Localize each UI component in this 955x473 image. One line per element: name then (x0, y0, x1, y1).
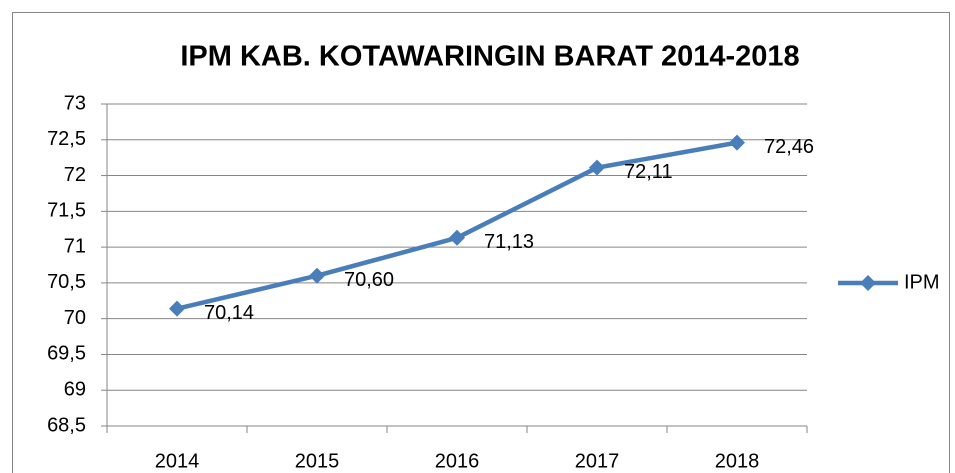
y-tick-label: 73 (64, 92, 86, 114)
chart-title: IPM KAB. KOTAWARINGIN BARAT 2014-2018 (180, 41, 799, 73)
y-tick-label: 71,5 (47, 200, 86, 222)
point-marker (449, 229, 465, 246)
data-label: 72,46 (764, 136, 814, 158)
data-label: 71,13 (484, 231, 534, 253)
x-tick-label: 2015 (295, 450, 340, 472)
point-marker (729, 134, 745, 151)
legend-label: IPM (904, 271, 940, 293)
point-marker (169, 300, 185, 317)
data-label: 72,11 (624, 161, 673, 183)
x-tick-label: 2016 (435, 450, 480, 472)
y-tick-label: 70,5 (47, 271, 86, 293)
x-tick-label: 2014 (155, 450, 200, 472)
data-label: 70,60 (344, 269, 394, 291)
point-marker (309, 267, 325, 284)
x-tick-label: 2017 (575, 450, 620, 472)
y-tick-label: 68,5 (47, 414, 86, 436)
y-tick-label: 70 (64, 307, 86, 329)
data-label: 70,14 (204, 302, 254, 324)
y-tick-label: 72 (64, 164, 86, 186)
y-tick-label: 71 (64, 235, 86, 257)
point-marker (589, 159, 605, 176)
y-tick-label: 69,5 (47, 343, 86, 365)
legend-marker (860, 275, 876, 291)
x-tick-label: 2018 (715, 450, 760, 472)
chart-border (12, 12, 950, 473)
y-tick-label: 69 (64, 379, 86, 401)
y-tick-label: 72,5 (47, 128, 86, 150)
